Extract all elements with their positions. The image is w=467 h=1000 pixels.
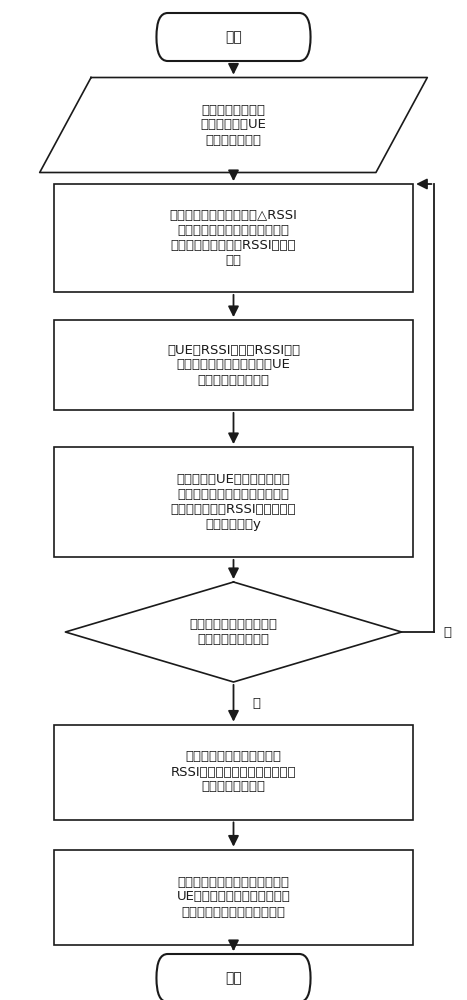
Text: 取遍伪基站发射信号强度
取値区间的所有値？: 取遍伪基站发射信号强度 取値区间的所有値？ (190, 618, 277, 646)
Polygon shape (65, 582, 402, 682)
Polygon shape (40, 78, 427, 172)
Text: 由UE端RSSI信号与RSSI估计
値，通过信号衰减模型算出UE
与伪基站的估计距离: 由UE端RSSI信号与RSSI估计 値，通过信号衰减模型算出UE 与伪基站的估计… (167, 344, 300, 386)
Text: 否: 否 (444, 626, 452, 639)
Text: 获取同一时刻、同
一伪基站下的UE
采集的基站信息: 获取同一时刻、同 一伪基站下的UE 采集的基站信息 (200, 104, 267, 146)
Text: 开始: 开始 (225, 30, 242, 44)
FancyBboxPatch shape (54, 320, 413, 410)
Text: 由发射端信号强度最优估计値及
UE端测得数据，取拟合三角形
的重心作为伪基站的定位估计: 由发射端信号强度最优估计値及 UE端测得数据，取拟合三角形 的重心作为伪基站的定… (177, 876, 290, 918)
FancyBboxPatch shape (54, 447, 413, 557)
Text: 计算以三个UE为中心，相应估
计値为半径的圆相交的内交点，
最后求取对于该RSSI估计値对应
的拟合度量値y: 计算以三个UE为中心，相应估 计値为半径的圆相交的内交点， 最后求取对于该RSS… (170, 473, 297, 531)
FancyBboxPatch shape (54, 850, 413, 944)
FancyBboxPatch shape (156, 13, 311, 61)
Text: 结束: 结束 (225, 971, 242, 985)
Text: 选取拟合度量値最高的对应
RSSI估计値作为对伪基站发射信
号强度的最优估计: 选取拟合度量値最高的对应 RSSI估计値作为对伪基站发射信 号强度的最优估计 (170, 750, 297, 794)
Text: 是: 是 (252, 697, 260, 710)
Text: 由小到大，以预设的步长△RSSI
取遍伪基站发射信号强度取値区
间内的所有的値作为RSSI估计値
序列: 由小到大，以预设的步长△RSSI 取遍伪基站发射信号强度取値区 间内的所有的値作… (170, 209, 297, 267)
FancyBboxPatch shape (54, 724, 413, 820)
FancyBboxPatch shape (54, 184, 413, 292)
FancyBboxPatch shape (156, 954, 311, 1000)
